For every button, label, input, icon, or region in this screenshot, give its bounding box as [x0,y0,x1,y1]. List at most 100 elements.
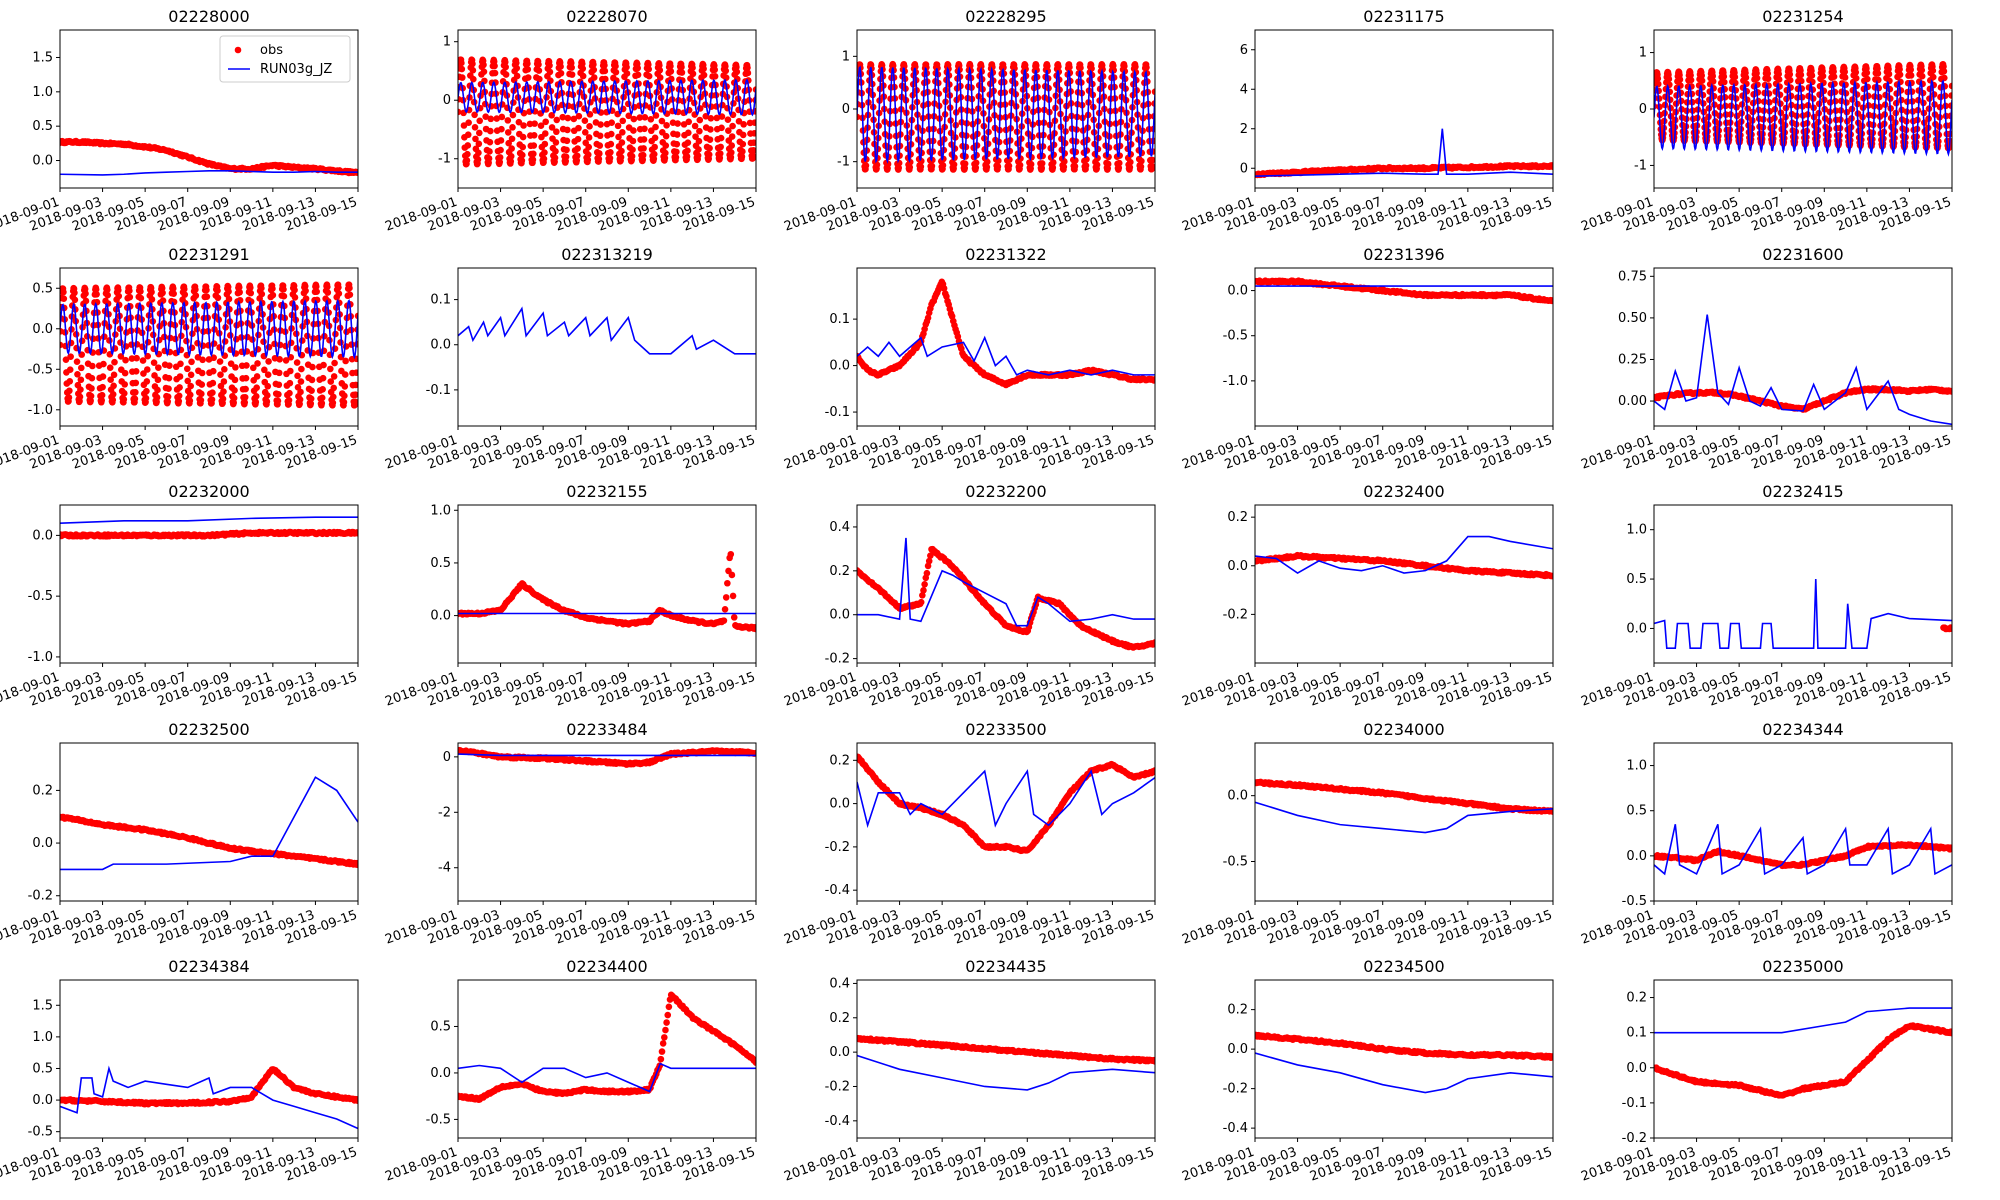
obs-point [1941,74,1948,82]
obs-point [231,387,238,394]
legend-obs-marker [234,46,242,54]
subplot-title: 02231600 [1762,245,1843,264]
obs-point [282,342,289,350]
obs-point [623,70,631,77]
obs-point [186,397,194,405]
obs-point [508,145,515,152]
obs-point [327,378,335,385]
obs-point [623,63,630,71]
obs-point [722,67,730,75]
obs-point [497,137,505,144]
obs-point [198,390,205,398]
obs-point [77,386,84,393]
obs-point [1115,164,1123,172]
obs-point [1830,73,1838,81]
subplot-title: 02231322 [965,245,1046,264]
obs-point [700,65,707,73]
obs-point [612,68,620,76]
obs-point [246,284,254,292]
subplot-02228295: 02228295-1012018-09-012018-09-032018-09-… [782,7,1156,235]
obs-point [1000,64,1007,71]
obs-point [711,66,719,74]
y-tick-label: -1.0 [1223,374,1248,389]
obs-point [243,362,250,369]
obs-point [312,283,320,290]
obs-point [319,374,327,382]
obs-point [647,116,655,123]
y-tick-label: -0.5 [1223,329,1248,344]
obs-point [486,138,494,146]
obs-point [689,70,697,78]
obs-point [590,66,598,74]
obs-point [689,64,696,72]
obs-point [1698,72,1705,79]
obs-point [92,286,100,293]
obs-point [291,286,298,294]
obs-point [724,579,731,587]
obs-point [563,146,570,154]
obs-point [264,392,271,399]
obs-point [536,75,543,83]
obs-point [625,112,633,120]
obs-point [579,65,587,72]
obs-point [308,376,316,384]
obs-point [1830,68,1837,75]
obs-point [1786,71,1794,78]
y-tick-label: -0.1 [825,405,850,420]
obs-point [618,139,626,146]
obs-point [1083,156,1090,163]
obs-point [214,294,222,302]
subplot-02232000: 02232000-1.0-0.50.02018-09-012018-09-032… [0,482,359,710]
obs-point [656,74,664,81]
obs-point [480,61,487,69]
y-tick-label: 1.0 [32,85,53,100]
obs-point [559,101,566,109]
obs-point [1149,156,1155,164]
y-tick-label: 0.00 [1618,394,1647,409]
obs-point [472,135,479,143]
obs-point [275,390,282,398]
obs-point [253,384,260,391]
obs-point [188,358,195,366]
obs-point [645,72,653,80]
subplot-02228070: 02228070-1012018-09-012018-09-032018-09-… [383,7,757,235]
obs-point [1797,71,1805,79]
obs-point [143,366,151,373]
obs-point [109,396,117,404]
obs-point [551,154,559,162]
obs-point [989,63,996,71]
obs-point [530,131,538,139]
obs-point [531,120,538,127]
obs-point [1549,297,1553,304]
obs-point [241,399,249,406]
obs-point [298,365,305,373]
y-tick-label: 0.1 [430,293,451,308]
obs-point [302,295,310,302]
obs-point [1698,77,1706,85]
obs-point [961,160,969,167]
obs-point [1852,69,1860,76]
y-tick-label: -0.5 [28,362,53,377]
obs-point [718,113,726,120]
y-tick-label: 0.0 [32,322,53,337]
obs-point [552,139,560,146]
obs-point [541,140,549,148]
obs-point [142,394,150,402]
model-line [1654,78,1952,157]
obs-point [706,136,714,143]
obs-point [581,117,589,125]
obs-point [667,68,675,75]
obs-point [1151,376,1155,383]
obs-point [501,58,509,66]
obs-point [1753,74,1761,82]
y-tick-label: 1 [842,49,850,64]
obs-point [252,398,260,406]
model-line [1255,128,1553,177]
obs-point [1731,73,1739,81]
obs-point [1753,69,1760,77]
obs-point [546,62,553,69]
obs-point [1049,164,1057,171]
obs-point [750,147,756,154]
obs-point [711,73,719,80]
